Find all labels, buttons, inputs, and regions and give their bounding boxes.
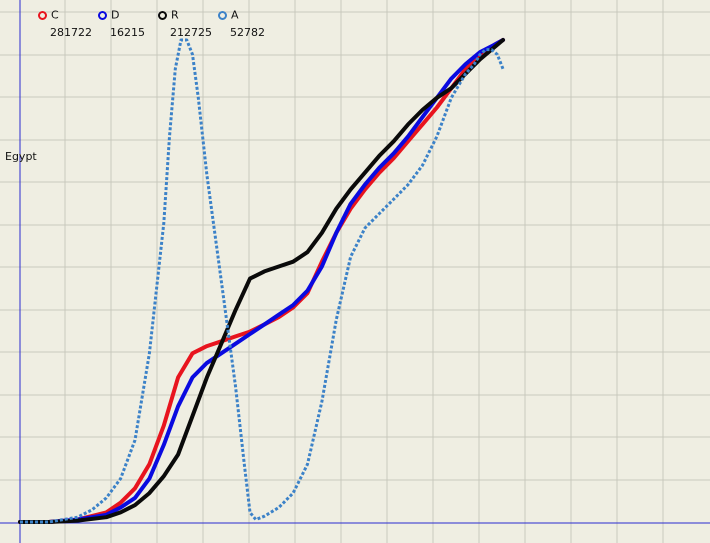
legend-count-a: 52782 (230, 26, 265, 39)
legend-count-r: 212725 (170, 26, 212, 39)
series-line-c (18, 38, 505, 524)
legend-count-d: 16215 (110, 26, 145, 39)
legend-label-a: A (231, 8, 239, 22)
legend-marker-d (98, 10, 107, 20)
legend-label-r: R (171, 8, 179, 22)
legend-marker-a (218, 10, 227, 20)
legend-label-c: C (51, 8, 59, 22)
legend-entry-c: C (38, 8, 59, 22)
legend-marker-c (38, 10, 47, 20)
legend-entry-a: A (218, 8, 239, 22)
legend-count-c: 281722 (50, 26, 92, 39)
legend-label-d: D (111, 8, 120, 22)
y-axis-label: Egypt (5, 150, 37, 163)
series-line-r (18, 38, 505, 524)
legend-entry-d: D (98, 8, 119, 22)
legend-entry-r: R (158, 8, 179, 22)
series-line-a (20, 38, 505, 524)
legend-marker-r (158, 10, 167, 20)
